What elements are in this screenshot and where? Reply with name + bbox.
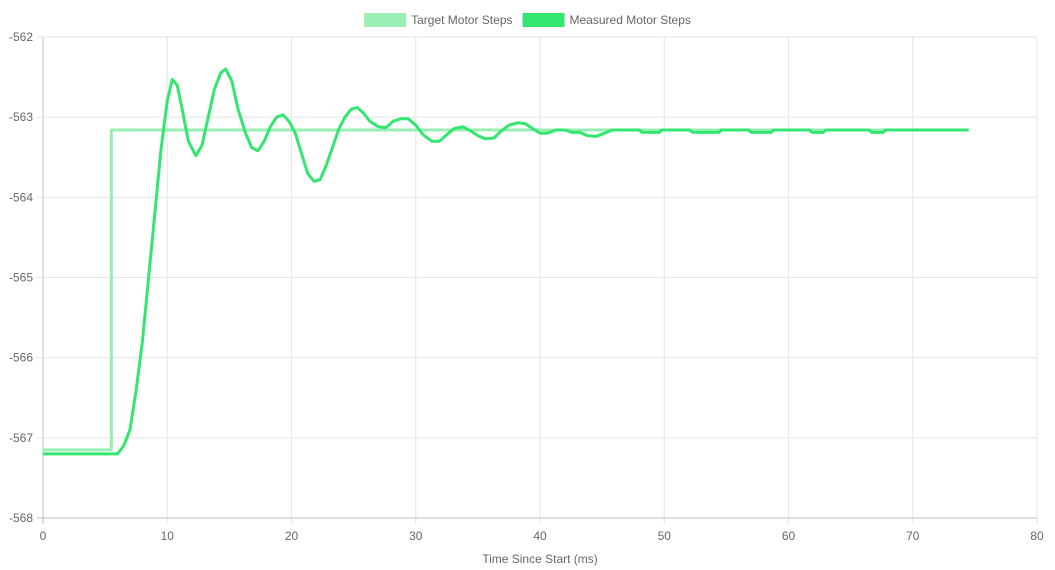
x-tick-label: 80	[1030, 529, 1044, 543]
x-tick-label: 10	[161, 529, 175, 543]
legend-label: Measured Motor Steps	[570, 13, 691, 27]
x-tick-label: 30	[409, 529, 423, 543]
legend-item-0[interactable]: Target Motor Steps	[364, 13, 513, 27]
y-tick-label: -563	[9, 110, 33, 124]
legend-label: Target Motor Steps	[411, 13, 512, 27]
x-tick-label: 40	[533, 529, 547, 543]
x-tick-label: 0	[40, 529, 47, 543]
y-tick-label: -562	[9, 30, 33, 44]
grid-lines	[37, 36, 1038, 524]
y-tick-label: -564	[9, 190, 33, 204]
x-tick-label: 50	[658, 529, 672, 543]
series-lines	[43, 67, 969, 456]
series-line-0	[43, 128, 969, 452]
y-tick-label: -568	[9, 511, 33, 525]
y-tick-label: -565	[9, 271, 33, 285]
x-tick-label: 20	[285, 529, 299, 543]
legend-swatch	[522, 13, 565, 27]
legend-item-1[interactable]: Measured Motor Steps	[522, 13, 691, 27]
series-line-1	[43, 67, 969, 456]
legend[interactable]: Target Motor Steps Measured Motor Steps	[364, 13, 691, 27]
y-tick-label: -566	[9, 351, 33, 365]
x-tick-label: 60	[782, 529, 796, 543]
x-tick-label: 70	[906, 529, 920, 543]
y-tick-label: -567	[9, 431, 33, 445]
legend-swatch	[364, 13, 407, 27]
axes: 0 10 20 30 40 50 60 70 80 -562 -563 -564 -565 -566 -56…	[9, 30, 1044, 543]
x-axis-title: Time Since Start (ms)	[482, 552, 598, 566]
